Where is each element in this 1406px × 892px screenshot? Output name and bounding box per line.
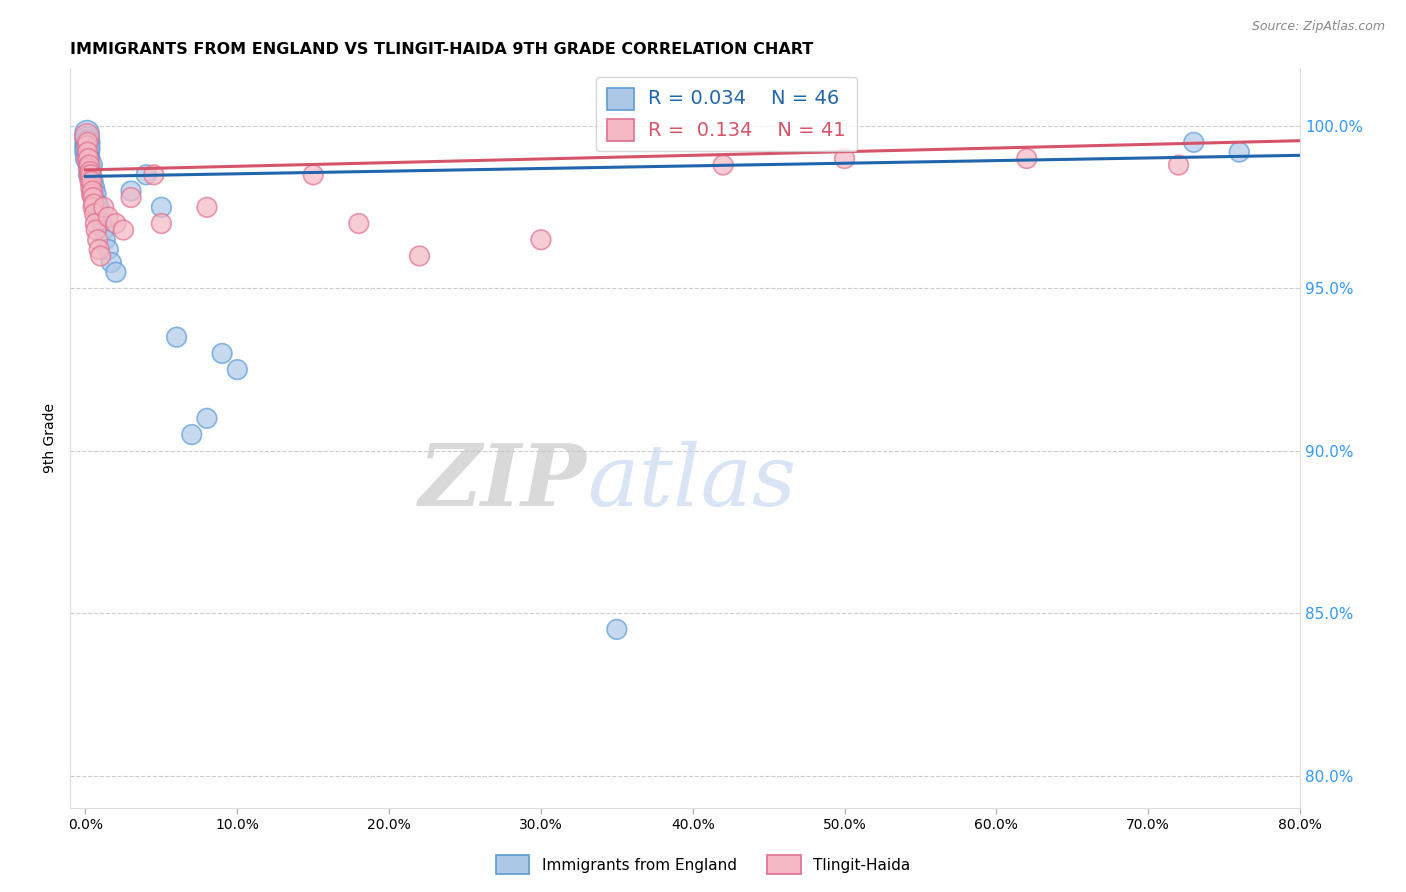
Point (82, 190, 104, 204)
Point (76, 152, 98, 166)
Point (100, 255, 122, 269)
Point (530, 233, 553, 247)
Point (90, 210, 112, 224)
Point (93, 200, 115, 214)
Text: IMMIGRANTS FROM ENGLAND VS TLINGIT-HAIDA 9TH GRADE CORRELATION CHART: IMMIGRANTS FROM ENGLAND VS TLINGIT-HAIDA… (70, 42, 814, 57)
Point (77, 152, 100, 166)
Point (408, 249, 430, 263)
Point (82, 184, 104, 198)
Point (834, 152, 856, 166)
Point (77, 148, 100, 162)
Point (1227, 145, 1250, 159)
Point (82, 200, 104, 214)
Text: atlas: atlas (586, 441, 796, 524)
Point (97, 243, 120, 257)
Point (76, 145, 98, 159)
Point (93, 223, 115, 237)
Point (166, 330, 188, 344)
Point (80, 174, 103, 188)
Point (77, 158, 100, 172)
Point (76, 132, 98, 146)
Point (79, 164, 101, 178)
Point (76, 136, 98, 150)
Point (195, 411, 218, 425)
Point (90, 249, 112, 263)
Point (80, 168, 103, 182)
Point (80, 171, 103, 186)
Point (80, 187, 103, 202)
Point (84, 223, 107, 237)
Point (83, 181, 105, 195)
Point (76, 136, 98, 150)
Point (76, 138, 98, 153)
Text: Source: ZipAtlas.com: Source: ZipAtlas.com (1251, 20, 1385, 33)
Point (77, 161, 100, 176)
Point (79, 174, 101, 188)
Point (79, 154, 101, 169)
Point (180, 427, 202, 442)
Point (79, 164, 101, 178)
Point (76, 152, 98, 166)
Point (711, 158, 734, 172)
Point (79, 161, 101, 176)
Point (1015, 152, 1038, 166)
Point (79, 158, 101, 172)
Point (76, 138, 98, 153)
Point (80, 161, 103, 176)
Legend: Immigrants from England, Tlingit-Haida: Immigrants from England, Tlingit-Haida (489, 849, 917, 880)
Y-axis label: 9th Grade: 9th Grade (44, 403, 58, 473)
Point (79, 168, 101, 182)
Point (120, 190, 142, 204)
Point (82, 174, 104, 188)
Point (86, 207, 108, 221)
Point (82, 184, 104, 198)
Point (1167, 158, 1189, 172)
Point (80, 181, 103, 195)
Point (76, 142, 98, 156)
Point (84, 187, 107, 202)
Point (150, 200, 173, 214)
Point (97, 210, 120, 224)
Point (83, 197, 105, 211)
Point (347, 217, 370, 231)
Point (120, 184, 142, 198)
Point (142, 168, 165, 182)
Point (302, 168, 325, 182)
Point (91, 217, 114, 231)
Point (89, 200, 111, 214)
Point (84, 217, 107, 231)
Point (76, 128, 98, 143)
Point (211, 346, 233, 360)
Point (195, 200, 218, 214)
Point (226, 362, 249, 376)
Text: ZIP: ZIP (419, 441, 586, 524)
Point (80, 178, 103, 192)
Point (83, 207, 105, 221)
Point (76, 126, 98, 140)
Point (77, 168, 100, 182)
Point (82, 190, 104, 204)
Point (112, 223, 135, 237)
Legend: R = 0.034    N = 46, R =  0.134    N = 41: R = 0.034 N = 46, R = 0.134 N = 41 (596, 77, 856, 152)
Point (82, 158, 104, 172)
Point (1182, 136, 1205, 150)
Point (83, 190, 105, 204)
Point (80, 168, 103, 182)
Point (104, 217, 127, 231)
Point (606, 623, 628, 637)
Point (86, 233, 108, 247)
Point (79, 152, 101, 166)
Point (89, 243, 111, 257)
Point (104, 265, 127, 279)
Point (94, 233, 117, 247)
Point (135, 168, 157, 182)
Point (150, 217, 173, 231)
Point (86, 197, 108, 211)
Point (76, 145, 98, 159)
